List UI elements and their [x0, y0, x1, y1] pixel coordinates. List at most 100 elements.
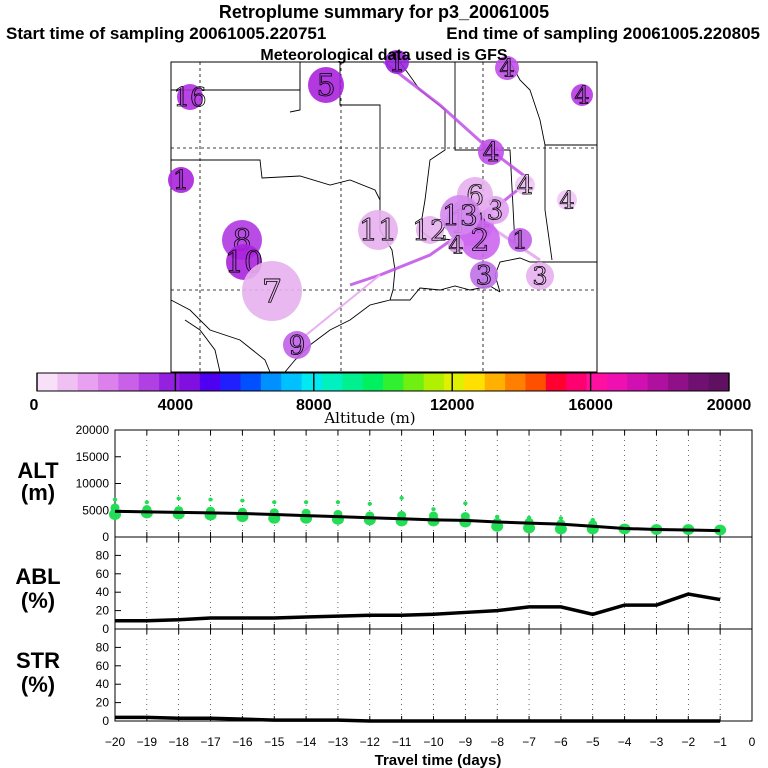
plume-marker	[283, 331, 311, 359]
plume-number: 4	[517, 171, 534, 201]
colorbar-swatch	[321, 373, 343, 391]
colorbar-swatch	[708, 373, 730, 391]
plume-marker	[515, 175, 535, 195]
plume-group: 165144148107911121423361343414	[168, 48, 593, 362]
colorbar-swatch	[647, 373, 669, 391]
colorbar-swatch	[220, 373, 242, 391]
colorbar-swatch	[240, 373, 262, 391]
altitude-marker	[208, 497, 213, 502]
colorbar-swatch	[281, 373, 303, 391]
plume-number: 1	[512, 226, 527, 254]
colorbar-swatch	[586, 373, 608, 391]
y-tick-label: 80	[96, 548, 110, 562]
plume-marker	[385, 50, 409, 74]
start-time: Start time of sampling 20061005.220751	[6, 24, 327, 43]
altitude-marker	[495, 514, 500, 519]
plume-number: 4	[574, 81, 589, 109]
plume-marker	[242, 261, 302, 321]
panel-unit: (m)	[21, 480, 55, 505]
plume-number: 9	[289, 331, 306, 361]
y-tick-label: 0	[102, 622, 109, 636]
altitude-marker	[554, 523, 567, 535]
colorbar-swatch	[98, 373, 119, 391]
plume-marker	[470, 261, 498, 289]
altitude-marker	[303, 500, 309, 505]
colorbar-swatch	[118, 373, 140, 391]
y-tick-label: 10000	[76, 477, 110, 491]
time-series-panels: 05000100001500020000ALT(m)020406080ABL(%…	[15, 423, 755, 768]
plume-number: 1	[389, 48, 406, 78]
trajectory-line	[349, 60, 533, 287]
y-tick-label: 80	[96, 640, 110, 654]
altitude-marker	[558, 516, 564, 521]
colorbar-swatch	[688, 373, 710, 391]
plume-number: 5	[316, 69, 335, 104]
state-line	[509, 61, 597, 146]
x-tick-label: −7	[522, 735, 536, 749]
altitude-marker	[144, 500, 150, 505]
plume-marker	[168, 167, 194, 193]
colorbar-swatch	[464, 373, 486, 391]
end-time: End time of sampling 20061005.220805	[446, 24, 760, 43]
colorbar-tick-label: 16000	[568, 397, 613, 414]
border-line	[170, 299, 271, 373]
plume-number: 7	[262, 272, 282, 310]
panel-label: ABL	[15, 564, 60, 589]
colorbar-swatch	[423, 373, 445, 391]
altitude-marker	[523, 522, 536, 534]
map-gridlines	[171, 62, 597, 372]
altitude-marker	[431, 507, 436, 512]
colorbar-tick-label: 8000	[296, 397, 332, 414]
x-tick-label: −17	[200, 735, 221, 749]
plume-number: 3	[532, 262, 547, 290]
y-tick-label: 20000	[76, 423, 110, 437]
colorbar-swatch	[545, 373, 567, 391]
panel-label: STR	[16, 648, 60, 673]
x-tick-label: −11	[392, 735, 412, 749]
x-tick-label: −6	[554, 735, 568, 749]
y-tick-label: 0	[102, 530, 109, 544]
colorbar-swatch	[505, 373, 526, 391]
plume-marker	[571, 84, 593, 106]
x-tick-label: −19	[137, 735, 158, 749]
x-tick-label: 0	[749, 735, 756, 749]
plume-marker	[448, 237, 464, 253]
altitude-marker	[204, 509, 217, 521]
colorbar-swatch	[383, 373, 404, 391]
plume-marker	[416, 216, 444, 244]
x-tick-label: −8	[490, 735, 504, 749]
plume-number: 3	[476, 261, 493, 291]
colorbar-swatch	[342, 373, 364, 391]
plume-marker	[526, 262, 554, 290]
altitude-marker	[272, 500, 277, 505]
y-tick-label: 60	[96, 659, 110, 673]
y-tick-label: 20	[96, 696, 110, 710]
plume-marker	[495, 56, 519, 80]
x-tick-label: −20	[105, 735, 126, 749]
colorbar-swatch	[403, 373, 425, 391]
colorbar-swatch	[159, 373, 180, 391]
colorbar-swatch	[444, 373, 465, 391]
plume-number: 11	[359, 214, 397, 249]
coastline	[284, 299, 391, 373]
altitude-marker	[172, 508, 185, 520]
colorbar-swatch	[362, 373, 384, 391]
plume-marker	[358, 210, 398, 250]
y-tick-label: 0	[102, 714, 109, 728]
altitude-line	[114, 509, 721, 533]
border-line	[184, 319, 221, 373]
state-line	[289, 70, 301, 113]
x-tick-label: −4	[618, 735, 632, 749]
abl-line	[115, 592, 721, 623]
colorbar: 0 4000 8000 12000 16000 20000	[30, 372, 751, 414]
x-tick-label: −5	[586, 735, 600, 749]
x-tick-label: −12	[360, 735, 381, 749]
y-tick-label: 20	[96, 604, 110, 618]
y-tick-label: 40	[96, 677, 110, 691]
x-tick-label: −15	[264, 735, 285, 749]
plume-number: 4	[483, 138, 500, 168]
x-axis-label: Travel time (days)	[375, 752, 502, 768]
map-panel: 165144148107911121423361343414	[168, 48, 598, 373]
colorbar-swatch	[179, 373, 201, 391]
met-data-label: Meteorological data used is GFS	[260, 47, 508, 64]
